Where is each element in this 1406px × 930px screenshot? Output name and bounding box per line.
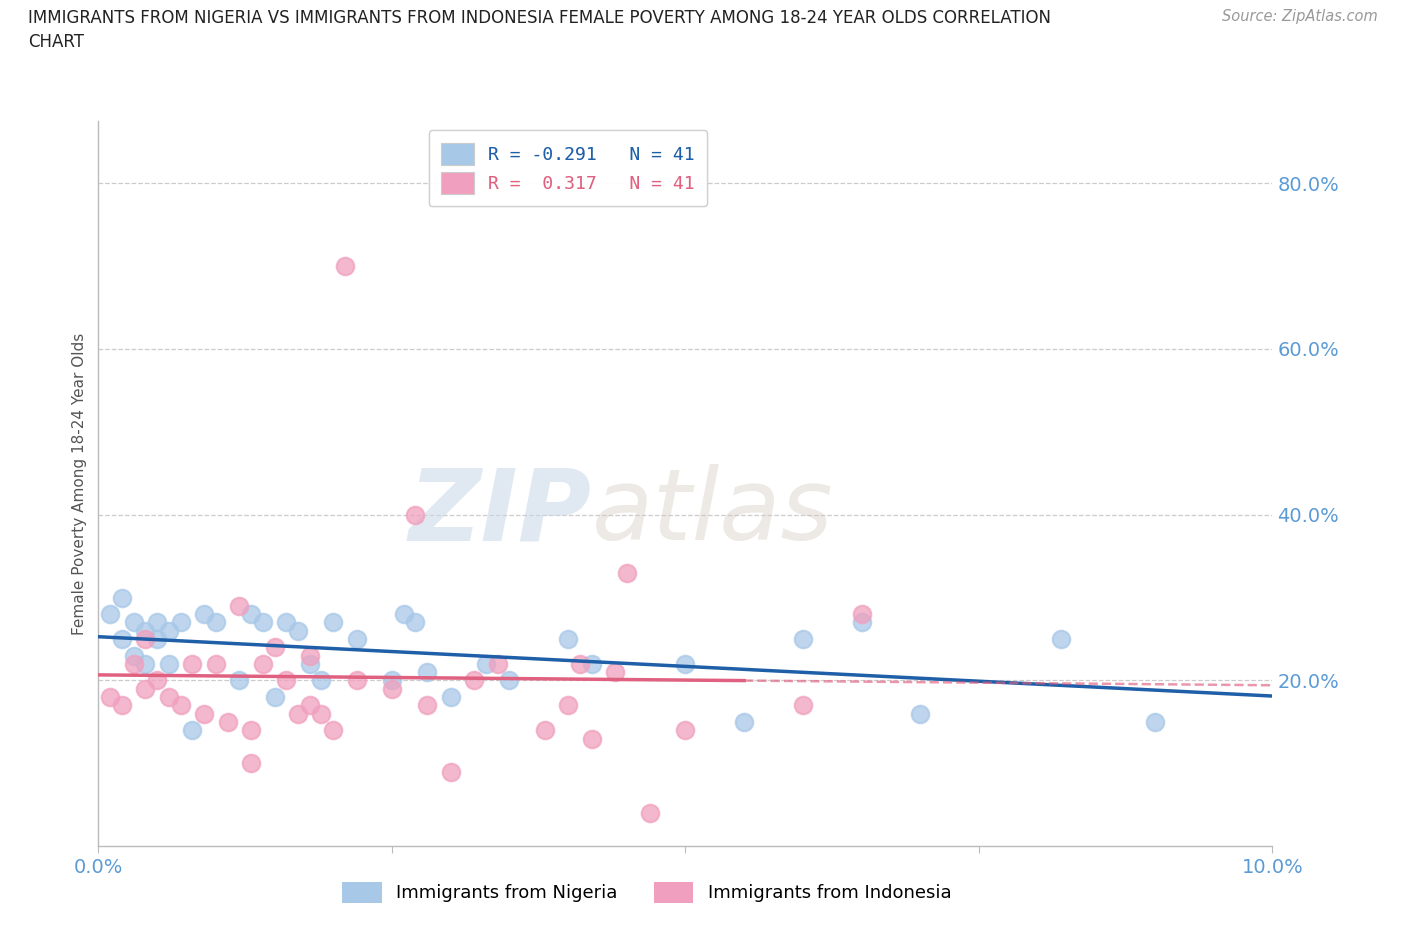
Point [404, 507, 426, 522]
Point [333, 259, 356, 273]
Point [169, 615, 191, 630]
Point [157, 657, 180, 671]
Point [146, 615, 169, 630]
Point [157, 690, 180, 705]
Legend: R = -0.291   N = 41, R =  0.317   N = 41: R = -0.291 N = 41, R = 0.317 N = 41 [429, 130, 707, 206]
Point [217, 714, 239, 729]
Point [111, 591, 134, 605]
Point [298, 698, 321, 712]
Point [475, 657, 498, 671]
Point [792, 698, 814, 712]
Point [263, 640, 285, 655]
Point [463, 673, 485, 688]
Point [603, 665, 626, 680]
Point [134, 682, 156, 697]
Point [404, 615, 426, 630]
Point [557, 698, 579, 712]
Point [122, 615, 145, 630]
Point [792, 631, 814, 646]
Point [298, 657, 321, 671]
Point [733, 714, 755, 729]
Point [675, 723, 697, 737]
Point [252, 615, 274, 630]
Point [311, 673, 333, 688]
Point [498, 673, 520, 688]
Text: atlas: atlas [592, 464, 834, 561]
Point [228, 598, 250, 613]
Text: IMMIGRANTS FROM NIGERIA VS IMMIGRANTS FROM INDONESIA FEMALE POVERTY AMONG 18-24 : IMMIGRANTS FROM NIGERIA VS IMMIGRANTS FR… [28, 9, 1052, 27]
Text: CHART: CHART [28, 33, 84, 50]
Point [638, 805, 661, 820]
Point [298, 648, 321, 663]
Point [276, 615, 298, 630]
Point [486, 657, 509, 671]
Point [205, 615, 228, 630]
Point [416, 665, 439, 680]
Point [322, 723, 344, 737]
Point [346, 673, 368, 688]
Y-axis label: Female Poverty Among 18-24 Year Olds: Female Poverty Among 18-24 Year Olds [72, 333, 87, 635]
Point [111, 698, 134, 712]
Text: Source: ZipAtlas.com: Source: ZipAtlas.com [1222, 9, 1378, 24]
Point [146, 631, 169, 646]
Point [533, 723, 555, 737]
Point [134, 657, 156, 671]
Point [346, 631, 368, 646]
Point [381, 682, 404, 697]
Point [581, 657, 603, 671]
Point [287, 706, 309, 721]
Point [381, 673, 404, 688]
Point [416, 698, 439, 712]
Point [181, 657, 204, 671]
Point [851, 615, 873, 630]
Point [193, 706, 215, 721]
Point [193, 606, 215, 621]
Point [240, 723, 263, 737]
Point [252, 657, 274, 671]
Point [439, 690, 461, 705]
Point [568, 657, 591, 671]
Point [287, 623, 309, 638]
Point [98, 606, 121, 621]
Point [263, 690, 285, 705]
Legend: Immigrants from Nigeria, Immigrants from Indonesia: Immigrants from Nigeria, Immigrants from… [333, 872, 960, 911]
Point [1144, 714, 1167, 729]
Point [240, 606, 263, 621]
Point [181, 723, 204, 737]
Point [675, 657, 697, 671]
Point [311, 706, 333, 721]
Point [228, 673, 250, 688]
Point [240, 756, 263, 771]
Point [581, 731, 603, 746]
Point [122, 657, 145, 671]
Point [169, 698, 191, 712]
Point [557, 631, 579, 646]
Point [851, 606, 873, 621]
Point [205, 657, 228, 671]
Point [392, 606, 415, 621]
Point [439, 764, 461, 779]
Text: ZIP: ZIP [409, 464, 592, 561]
Point [134, 631, 156, 646]
Point [134, 623, 156, 638]
Point [322, 615, 344, 630]
Point [157, 623, 180, 638]
Point [910, 706, 932, 721]
Point [146, 673, 169, 688]
Point [98, 690, 121, 705]
Point [276, 673, 298, 688]
Point [1050, 631, 1073, 646]
Point [616, 565, 638, 580]
Point [111, 631, 134, 646]
Point [122, 648, 145, 663]
